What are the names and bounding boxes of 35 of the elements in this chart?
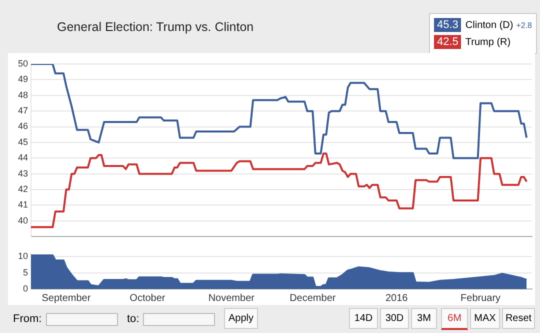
range-button: Reset xyxy=(502,308,535,329)
x-tick-label: December xyxy=(290,292,336,304)
y-tick-label: 0 xyxy=(22,283,28,294)
text: to: xyxy=(127,313,140,325)
range-button: 14D xyxy=(349,308,378,329)
y-tick-label: 42 xyxy=(18,184,28,194)
legend-label: Trump (R) xyxy=(465,36,511,48)
legend-label: Clinton (D) xyxy=(465,20,514,30)
y-tick-label: 49 xyxy=(18,74,28,84)
x-tick-label: September xyxy=(42,292,92,304)
y-tick-label: 5 xyxy=(22,267,28,278)
y-tick-label: 46 xyxy=(18,121,28,132)
y-tick-label: 47 xyxy=(18,106,28,116)
range-button: MAX xyxy=(470,308,500,329)
y-tick-label: 48 xyxy=(18,90,28,100)
y-tick-label: 41 xyxy=(18,200,28,210)
chart-title: General Election: Trump vs. Clinton xyxy=(57,20,254,34)
y-tick-label: 43 xyxy=(18,168,28,178)
y-tick-label: 10 xyxy=(18,251,28,262)
y-tick-label: 45 xyxy=(18,136,28,147)
text: 45.3 xyxy=(436,19,458,31)
range-button: 6M xyxy=(441,308,468,330)
apply-button: Apply xyxy=(224,308,258,329)
x-tick-label: October xyxy=(130,292,166,304)
x-tick-label: February xyxy=(460,292,501,304)
text: 42.5 xyxy=(436,36,458,48)
x-tick-label: November xyxy=(208,292,256,304)
range-button: 30D xyxy=(380,308,409,329)
range-button: 3M xyxy=(411,308,437,329)
text: +2.8 xyxy=(516,20,532,30)
x-tick-label: 2016 xyxy=(385,292,408,304)
y-tick-label: 50 xyxy=(18,58,28,68)
y-tick-label: 40 xyxy=(18,215,28,226)
y-tick-label: 44 xyxy=(18,152,28,163)
text: From: xyxy=(13,313,42,325)
